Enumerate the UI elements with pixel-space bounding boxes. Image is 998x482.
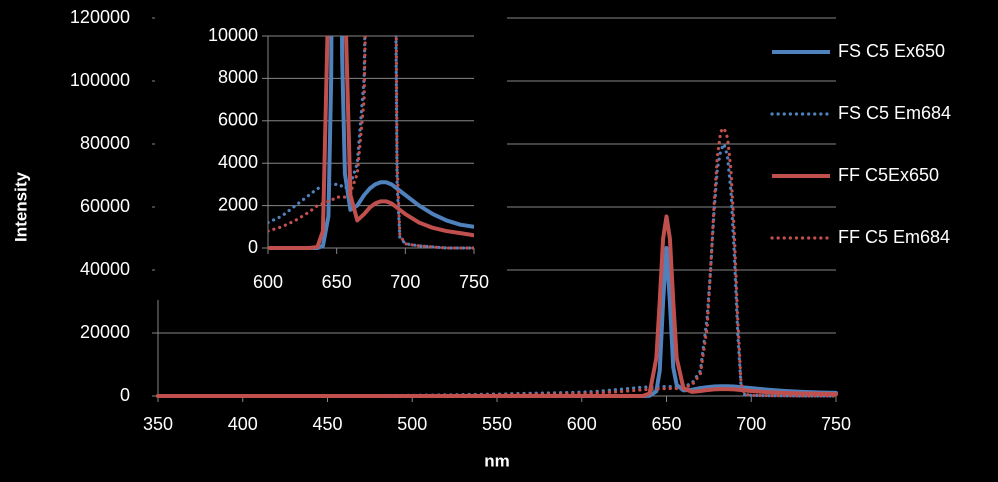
x-tick-label: 650 [651,414,681,434]
y-tick-label: 4000 [218,152,258,172]
legend-label: FS C5 Ex650 [838,41,945,61]
y-tick-label: 20000 [80,322,130,342]
series-line [268,36,474,250]
x-tick-label: 650 [322,272,352,292]
series-line [156,126,838,398]
x-tick-label: 750 [459,272,489,292]
x-tick-label: 600 [567,414,597,434]
x-tick-label: 700 [736,414,766,434]
y-tick-label: 0 [120,385,130,405]
y-tick-label: 40000 [80,259,130,279]
x-tick-label: 750 [821,414,851,434]
y-tick-label: 2000 [218,194,258,214]
x-tick-label: 400 [228,414,258,434]
series-group [268,36,474,250]
y-tick-label: 8000 [218,67,258,87]
series-line [156,142,838,398]
y-tick-label: 80000 [80,133,130,153]
series-group [156,126,838,398]
y-tick-label: 100000 [70,70,130,90]
y-tick-label: 6000 [218,110,258,130]
x-tick-label: 500 [397,414,427,434]
legend-label: FF C5Ex650 [838,165,939,185]
legend-label: FS C5 Em684 [838,103,951,123]
y-tick-label: 60000 [80,196,130,216]
series-line [268,36,474,250]
y-tick-label: 120000 [70,7,130,27]
x-tick-label: 700 [390,272,420,292]
y-axis-title: Intensity [11,172,30,242]
x-tick-label: 350 [143,414,173,434]
x-tick-label: 450 [312,414,342,434]
x-tick-label: 550 [482,414,512,434]
y-tick-label: 10000 [208,25,258,45]
series-line [268,36,474,250]
legend-label: FF C5 Em684 [838,227,950,247]
x-tick-label: 600 [253,272,283,292]
x-axis-title: nm [484,451,510,470]
y-tick-label: 0 [248,237,258,257]
